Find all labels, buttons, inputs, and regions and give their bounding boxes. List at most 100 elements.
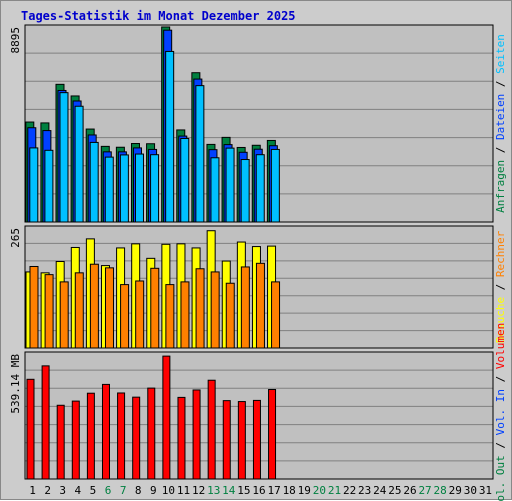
bar-volumen-day-3 — [56, 404, 65, 480]
bar-volumen-day-6 — [101, 383, 110, 480]
bar-volumen-day-1 — [26, 378, 35, 480]
bar-seiten-day-3 — [59, 92, 69, 223]
bar-volumen-day-8 — [132, 396, 141, 480]
day-label-31: 31 — [479, 484, 492, 497]
bar-seiten-day-1 — [29, 147, 39, 223]
bar-rechner-day-2 — [44, 274, 54, 349]
bar-volumen-day-10 — [162, 355, 171, 480]
day-label-30: 30 — [464, 484, 477, 497]
bar-rechner-day-8 — [135, 280, 145, 349]
bar-seiten-day-9 — [150, 154, 160, 223]
bar-seiten-day-13 — [210, 157, 220, 223]
bar-volumen-day-13 — [207, 379, 216, 480]
bar-rechner-day-10 — [165, 284, 175, 349]
day-label-2: 2 — [44, 484, 51, 497]
bar-seiten-day-11 — [180, 137, 190, 223]
day-label-29: 29 — [449, 484, 462, 497]
legend-item-visits-2: Rechner — [494, 230, 507, 283]
day-label-5: 5 — [90, 484, 97, 497]
legend-visits: Besuche / Rechner — [494, 230, 507, 343]
bar-rechner-day-12 — [195, 268, 205, 349]
day-label-27: 27 — [418, 484, 431, 497]
day-label-20: 20 — [313, 484, 326, 497]
bar-rechner-day-11 — [180, 281, 190, 349]
day-label-13: 13 — [207, 484, 220, 497]
y-axis-max-label-hits: 8895 — [9, 27, 22, 54]
day-label-15: 15 — [237, 484, 250, 497]
day-label-18: 18 — [283, 484, 296, 497]
day-label-3: 3 — [59, 484, 66, 497]
day-label-1: 1 — [29, 484, 36, 497]
bar-volumen-day-7 — [117, 392, 126, 480]
bar-rechner-day-7 — [120, 284, 130, 349]
legend-item-visits-0: Besuche — [494, 297, 507, 343]
legend-item-volume-0: Vol. Out — [494, 455, 507, 501]
bar-rechner-day-15 — [240, 266, 250, 349]
legend-item-hits-4: Seiten — [494, 34, 507, 80]
y-axis-max-label-volume: 539.14 MB — [9, 354, 22, 414]
legend-item-volume-4: Volumen — [494, 323, 507, 376]
day-label-10: 10 — [162, 484, 175, 497]
bar-volumen-day-14 — [222, 400, 231, 480]
day-label-23: 23 — [358, 484, 371, 497]
legend-item-volume-3: / — [494, 376, 507, 389]
day-label-16: 16 — [252, 484, 265, 497]
bar-volumen-day-15 — [237, 401, 246, 480]
bar-rechner-day-3 — [59, 281, 69, 349]
bar-seiten-day-6 — [104, 156, 114, 223]
legend-item-hits-1: / — [494, 147, 507, 160]
bar-rechner-day-16 — [255, 262, 265, 349]
day-label-22: 22 — [343, 484, 356, 497]
legend-hits: Anfragen / Dateien / Seiten — [494, 34, 507, 213]
legend-item-volume-2: Vol. In — [494, 389, 507, 442]
day-label-25: 25 — [388, 484, 401, 497]
legend-item-visits-1: / — [494, 284, 507, 297]
bar-volumen-day-5 — [86, 392, 95, 480]
bar-seiten-day-16 — [255, 154, 265, 223]
legend-item-volume-1: / — [494, 442, 507, 455]
bar-rechner-day-6 — [104, 267, 114, 349]
bar-seiten-day-7 — [119, 154, 129, 223]
bar-volumen-day-9 — [147, 387, 156, 480]
bar-volumen-day-17 — [268, 389, 277, 480]
day-label-21: 21 — [328, 484, 341, 497]
legend-volume: Vol. Out / Vol. In / Volumen — [494, 323, 507, 501]
day-label-19: 19 — [298, 484, 311, 497]
day-label-7: 7 — [120, 484, 127, 497]
bar-seiten-day-17 — [270, 148, 280, 223]
bar-seiten-day-15 — [240, 159, 250, 223]
day-label-24: 24 — [373, 484, 387, 497]
day-label-17: 17 — [267, 484, 280, 497]
y-axis-max-label-visits: 265 — [9, 228, 22, 248]
bar-rechner-day-9 — [150, 267, 160, 349]
bar-rechner-day-4 — [74, 272, 84, 349]
day-label-12: 12 — [192, 484, 205, 497]
bar-seiten-day-4 — [74, 105, 84, 223]
day-label-6: 6 — [105, 484, 112, 497]
bar-seiten-day-8 — [134, 153, 144, 223]
bar-volumen-day-16 — [252, 399, 261, 480]
bar-volumen-day-4 — [71, 400, 80, 480]
bar-rechner-day-17 — [271, 281, 281, 349]
day-label-8: 8 — [135, 484, 142, 497]
bar-rechner-day-14 — [225, 282, 235, 349]
bar-seiten-day-2 — [44, 149, 54, 223]
bar-rechner-day-1 — [29, 265, 39, 349]
bar-seiten-day-14 — [225, 147, 235, 223]
bar-seiten-day-12 — [195, 85, 205, 223]
bar-volumen-day-12 — [192, 389, 201, 480]
legend-item-hits-3: / — [494, 80, 507, 93]
bar-volumen-day-2 — [41, 365, 50, 480]
bar-seiten-day-5 — [89, 141, 99, 223]
chart-title: Tages-Statistik im Monat Dezember 2025 — [21, 9, 296, 23]
legend-item-hits-0: Anfragen — [494, 160, 507, 213]
bar-volumen-day-11 — [177, 396, 186, 480]
bar-rechner-day-13 — [210, 271, 220, 349]
legend-item-hits-2: Dateien — [494, 94, 507, 147]
day-label-14: 14 — [222, 484, 236, 497]
day-label-4: 4 — [75, 484, 82, 497]
day-label-11: 11 — [177, 484, 190, 497]
day-label-28: 28 — [434, 484, 447, 497]
